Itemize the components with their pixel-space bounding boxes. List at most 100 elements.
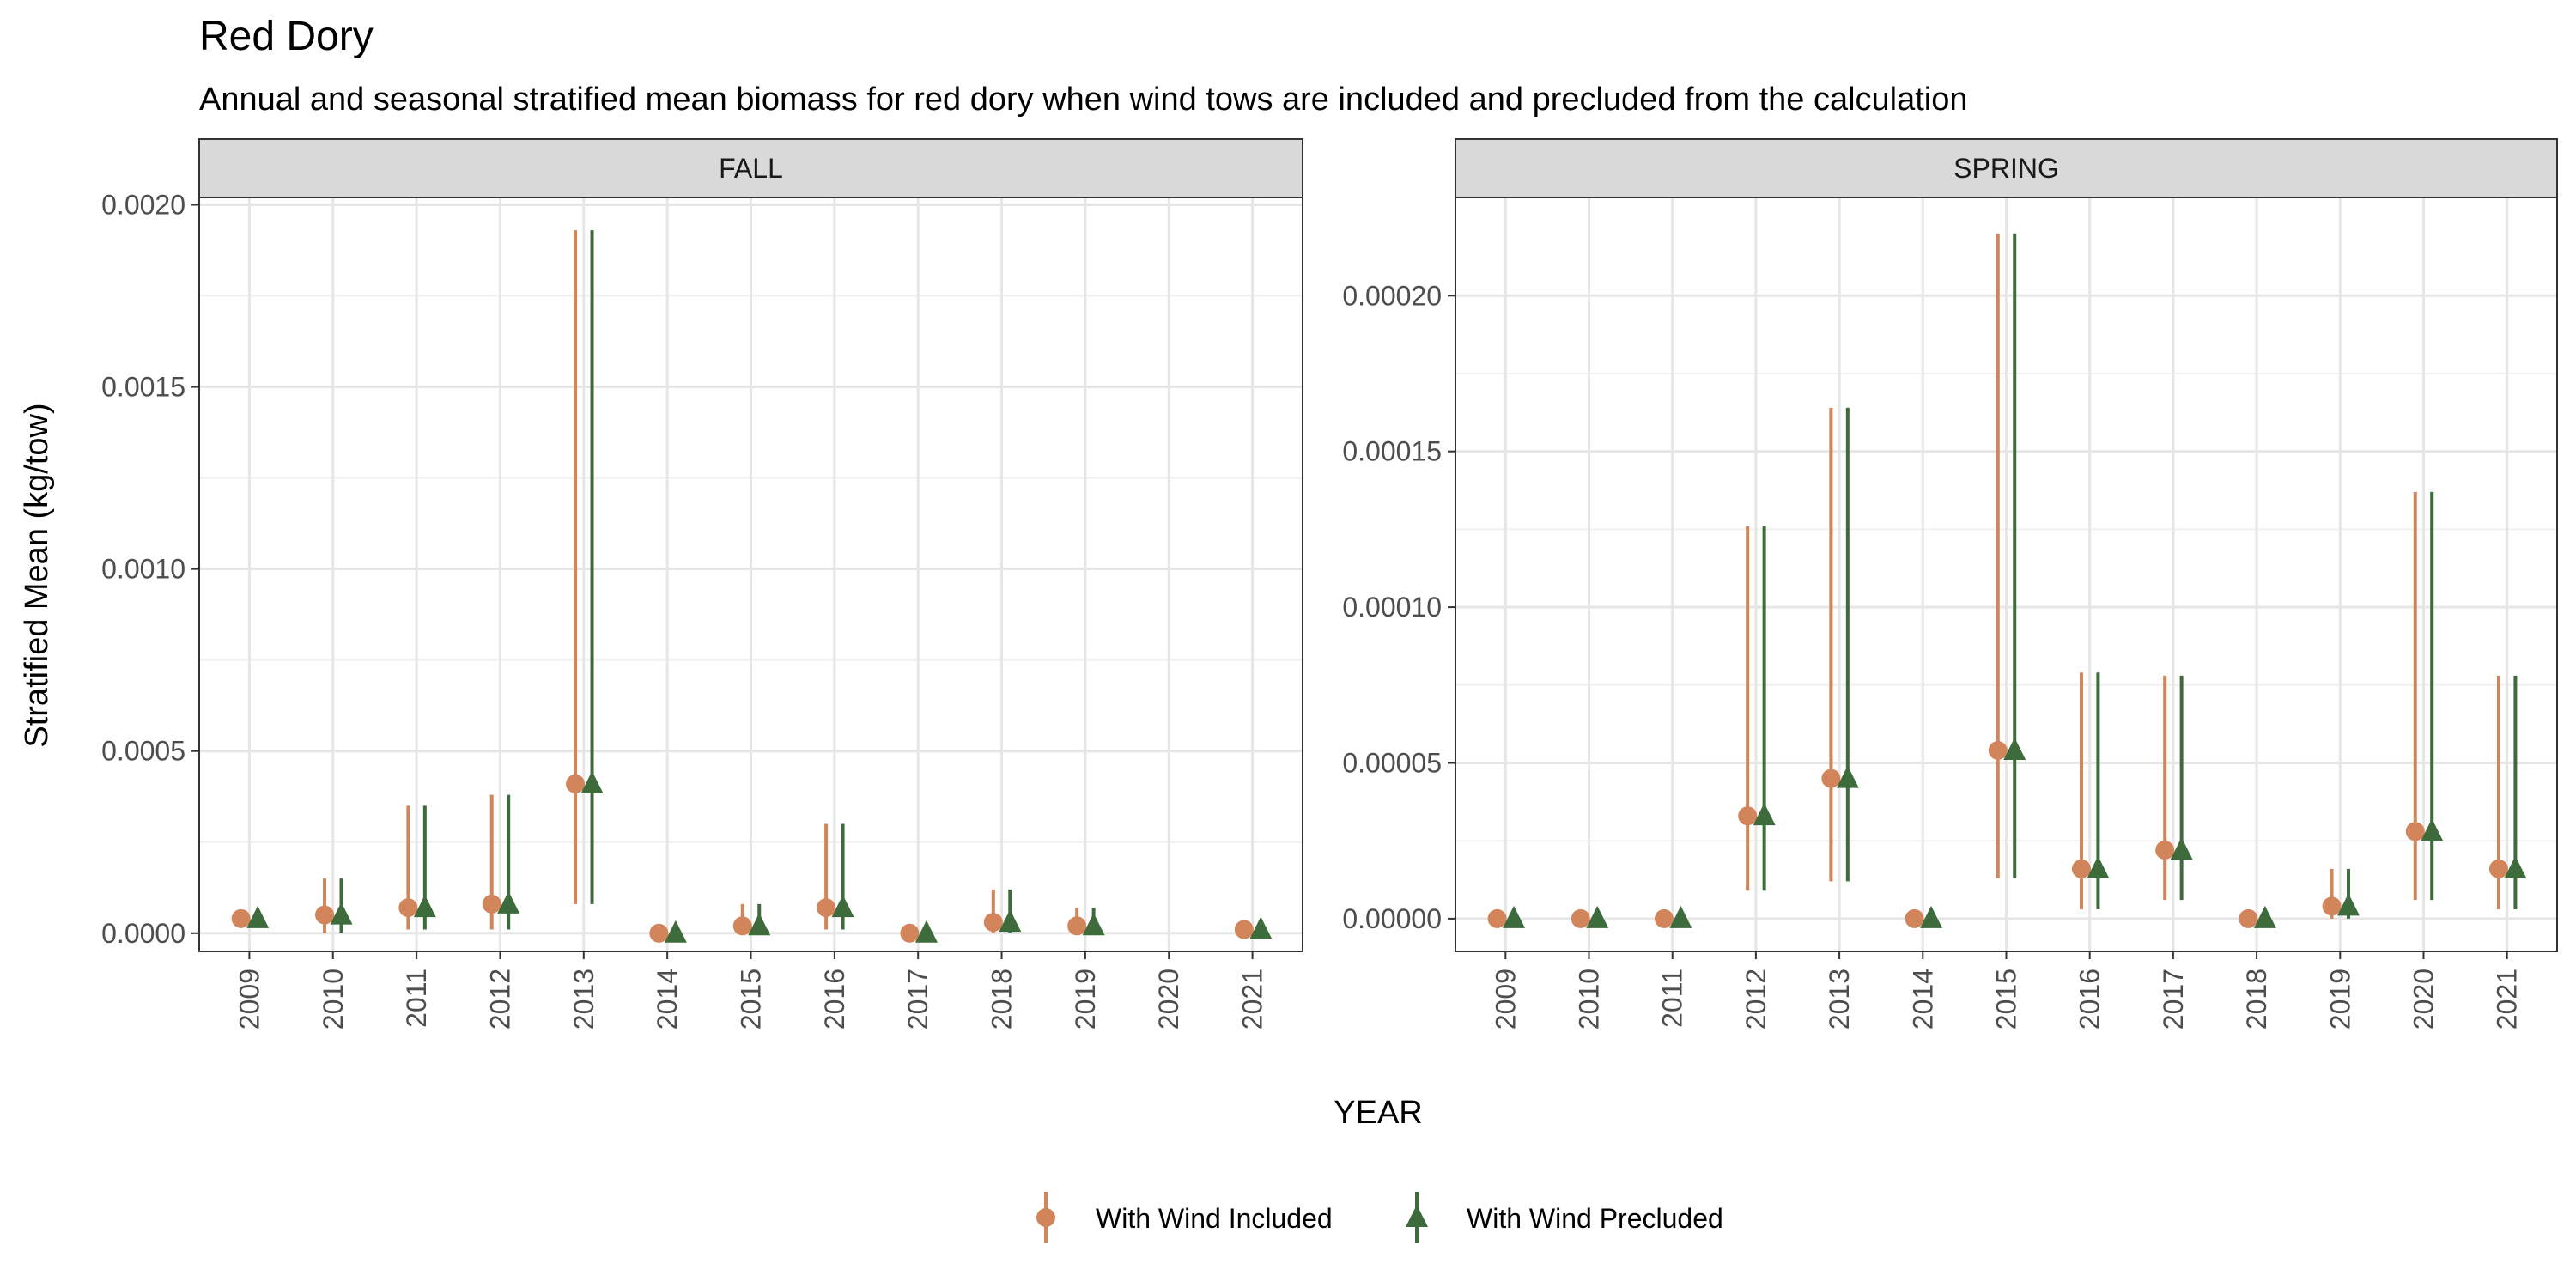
x-tick-label: 2017 bbox=[902, 969, 933, 1030]
y-tick-label: 0.0010 bbox=[101, 554, 185, 585]
x-tick-label: 2014 bbox=[1907, 969, 1938, 1030]
data-point bbox=[900, 923, 920, 943]
legend-item: With Wind Included bbox=[1036, 1192, 1333, 1243]
data-point bbox=[2405, 822, 2425, 841]
x-tick-label: 2020 bbox=[2408, 969, 2439, 1030]
data-point bbox=[1067, 916, 1087, 936]
data-point bbox=[1503, 905, 1526, 928]
legend-item: With Wind Precluded bbox=[1406, 1192, 1723, 1243]
data-point bbox=[2504, 855, 2527, 878]
legend-label: With Wind Precluded bbox=[1467, 1203, 1723, 1234]
panel-border bbox=[198, 197, 1303, 952]
x-tick-label: 2018 bbox=[987, 969, 1018, 1030]
panel-strip bbox=[198, 138, 1303, 198]
x-tick-label: 2013 bbox=[1824, 969, 1855, 1030]
panel-border bbox=[1455, 197, 2558, 952]
x-tick-label: 2019 bbox=[1070, 969, 1101, 1030]
data-point bbox=[1738, 806, 1758, 826]
y-tick-label: 0.0020 bbox=[101, 189, 185, 220]
legend-key-marker bbox=[1406, 1205, 1428, 1227]
data-point bbox=[1249, 916, 1273, 939]
data-point bbox=[649, 923, 669, 943]
data-point bbox=[1082, 913, 1105, 936]
y-axis-label: Stratified Mean (kg/tow) bbox=[19, 403, 55, 747]
data-point bbox=[580, 770, 604, 793]
data-point bbox=[2087, 855, 2110, 878]
data-point bbox=[1920, 905, 1943, 928]
panel-strip-label: SPRING bbox=[1953, 153, 2059, 184]
x-tick-label: 2012 bbox=[484, 969, 515, 1030]
x-tick-label: 2010 bbox=[1574, 969, 1605, 1030]
x-tick-label: 2016 bbox=[819, 969, 850, 1030]
data-point bbox=[983, 913, 1003, 933]
y-tick-label: 0.0015 bbox=[101, 372, 185, 403]
data-point bbox=[566, 774, 586, 793]
x-tick-label: 2021 bbox=[1237, 969, 1268, 1030]
x-tick-label: 2018 bbox=[2241, 969, 2272, 1030]
data-point bbox=[2488, 859, 2508, 878]
data-point bbox=[999, 909, 1022, 933]
series-wind-included bbox=[231, 230, 1254, 943]
x-tick-label: 2020 bbox=[1153, 969, 1184, 1030]
x-tick-label: 2017 bbox=[2158, 969, 2189, 1030]
x-axis-label: YEAR bbox=[1334, 1095, 1422, 1131]
series-wind-precluded bbox=[1503, 233, 2527, 928]
data-point bbox=[1836, 765, 1859, 788]
data-point bbox=[1905, 908, 1924, 928]
data-point bbox=[748, 913, 771, 936]
x-tick-label: 2012 bbox=[1741, 969, 1771, 1030]
data-point bbox=[1571, 908, 1590, 928]
data-point bbox=[2003, 737, 2026, 760]
data-point bbox=[2322, 896, 2342, 916]
data-point bbox=[2253, 905, 2276, 928]
data-point bbox=[1988, 740, 2008, 760]
x-tick-label: 2019 bbox=[2324, 969, 2355, 1030]
x-tick-label: 2021 bbox=[2492, 969, 2523, 1030]
series-wind-precluded bbox=[246, 230, 1273, 943]
legend-label: With Wind Included bbox=[1096, 1203, 1333, 1234]
panel-strip-label: FALL bbox=[719, 153, 783, 184]
data-point bbox=[2421, 818, 2444, 841]
data-point bbox=[1487, 908, 1507, 928]
data-point bbox=[2155, 841, 2175, 860]
data-point bbox=[413, 895, 436, 918]
data-point bbox=[831, 895, 854, 918]
data-point bbox=[315, 905, 335, 925]
data-point bbox=[497, 890, 520, 914]
series-wind-included bbox=[1487, 233, 2508, 928]
chart-legend: With Wind Included With Wind Precluded bbox=[1036, 1192, 1723, 1243]
data-point bbox=[482, 894, 501, 914]
x-tick-label: 2014 bbox=[652, 969, 683, 1030]
x-tick-label: 2015 bbox=[736, 969, 767, 1030]
y-tick-label: 0.00010 bbox=[1342, 592, 1442, 623]
data-point bbox=[1821, 769, 1841, 788]
data-point bbox=[398, 898, 418, 918]
data-point bbox=[817, 898, 836, 918]
y-tick-label: 0.00005 bbox=[1342, 748, 1442, 779]
x-tick-label: 2009 bbox=[1490, 969, 1521, 1030]
x-tick-label: 2009 bbox=[234, 969, 264, 1030]
data-point bbox=[330, 902, 353, 925]
chart-title: Red Dory bbox=[199, 14, 374, 59]
x-tick-label: 2011 bbox=[1657, 969, 1688, 1028]
data-point bbox=[1669, 905, 1692, 928]
data-point bbox=[231, 908, 251, 928]
x-tick-label: 2010 bbox=[318, 969, 349, 1030]
data-point bbox=[246, 905, 270, 928]
data-point bbox=[1234, 920, 1254, 939]
data-point bbox=[914, 920, 938, 943]
panel-spring: SPRING 0.00000 0.00005 0.00010 0.00015 0.0002… bbox=[1342, 138, 2558, 1030]
data-point bbox=[664, 920, 687, 943]
legend-key-marker bbox=[1036, 1208, 1055, 1227]
panel-strip bbox=[1455, 138, 2558, 198]
data-point bbox=[2071, 859, 2091, 878]
y-tick-label: 0.00000 bbox=[1342, 903, 1442, 934]
x-tick-label: 2011 bbox=[401, 969, 432, 1028]
data-point bbox=[2337, 893, 2360, 916]
chart-subtitle: Annual and seasonal stratified mean biom… bbox=[199, 82, 1968, 118]
x-tick-label: 2016 bbox=[2075, 969, 2105, 1030]
x-tick-label: 2015 bbox=[1991, 969, 2022, 1030]
data-point bbox=[2239, 908, 2258, 928]
data-point bbox=[732, 916, 752, 936]
